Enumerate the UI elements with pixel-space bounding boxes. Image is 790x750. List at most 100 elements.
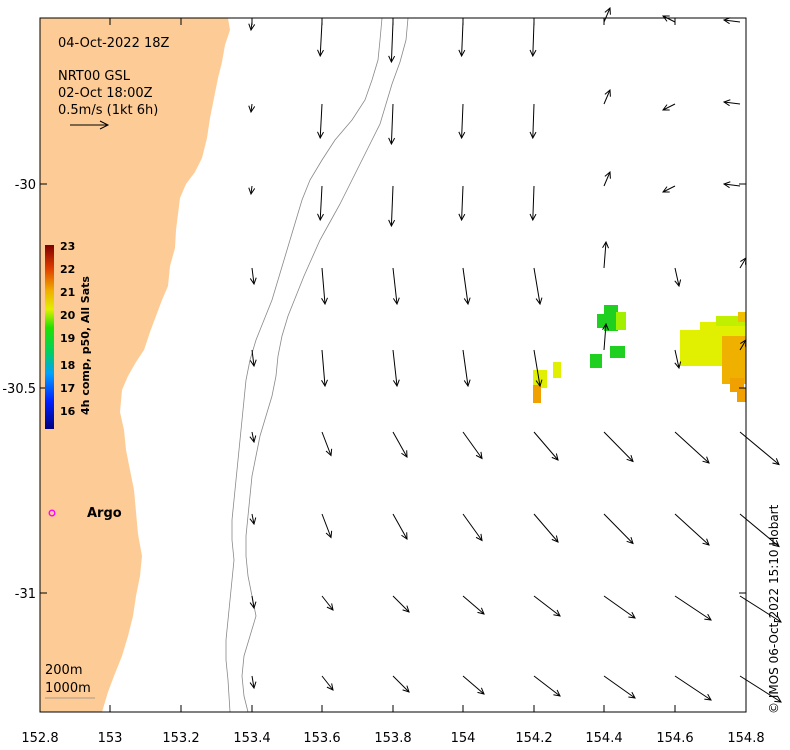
sst-patches: [533, 305, 746, 403]
current-arrow-head: [674, 279, 682, 288]
current-arrow-head: [249, 517, 257, 526]
y-axis-labels: -30 -30.5 -31: [2, 178, 36, 602]
contour-200m-label: 200m: [45, 663, 82, 678]
x-tick-label: 153.6: [303, 731, 340, 746]
current-arrow: [532, 185, 535, 221]
current-arrow: [533, 675, 561, 697]
current-arrow: [392, 349, 398, 387]
current-arrow: [251, 595, 255, 609]
colorbar-tick: 18: [60, 359, 75, 372]
current-arrow: [674, 595, 712, 621]
current-arrow: [390, 21, 394, 63]
current-arrow-head: [477, 687, 485, 695]
current-arrow-head: [551, 453, 559, 461]
current-arrow-head: [249, 359, 257, 368]
current-arrow-head: [463, 297, 471, 306]
current-arrow-head: [388, 219, 396, 228]
current-arrow-head: [477, 607, 485, 615]
current-arrow-head: [602, 240, 609, 249]
current-arrow: [321, 595, 334, 611]
current-arrow: [251, 349, 255, 367]
current-arrow-head: [529, 213, 537, 222]
current-arrow: [603, 595, 636, 619]
x-tick-label: 154.6: [656, 731, 693, 746]
current-arrow: [321, 349, 326, 387]
current-arrow-head: [402, 685, 410, 693]
current-arrow-head: [662, 104, 670, 111]
current-arrow-head: [325, 530, 333, 539]
current-arrow: [603, 171, 611, 187]
current-arrow: [662, 103, 676, 111]
contour-1000m-label: 1000m: [45, 681, 91, 696]
current-arrow-head: [626, 536, 634, 545]
current-arrow: [390, 103, 394, 145]
scale-arrow: [70, 120, 110, 130]
current-arrow: [674, 431, 710, 464]
current-arrow: [532, 21, 535, 57]
current-arrow: [251, 675, 255, 689]
contour-200m: [225, 17, 383, 713]
argo-float-marker[interactable]: [48, 509, 56, 517]
current-arrow: [321, 431, 332, 456]
current-arrow: [533, 431, 559, 461]
current-arrow: [674, 675, 712, 701]
current-arrow: [532, 103, 535, 139]
colorbar-tick: 20: [60, 309, 76, 322]
current-arrow-head: [326, 683, 334, 691]
current-arrow-head: [722, 99, 731, 107]
contour-1000m: [241, 17, 409, 713]
current-arrow-head: [535, 379, 543, 388]
current-arrow-head: [317, 213, 324, 222]
current-arrow: [319, 185, 323, 221]
y-tick-label: -31: [15, 587, 36, 602]
current-arrow-head: [249, 681, 257, 690]
current-arrow-head: [388, 55, 396, 64]
colorbar-tick: 21: [60, 286, 75, 299]
current-arrow-head: [249, 601, 257, 610]
colorbar-tick: 19: [60, 332, 75, 345]
argo-label: Argo: [87, 506, 122, 521]
current-arrow-head: [321, 379, 328, 388]
current-arrow: [603, 241, 607, 269]
current-arrow-head: [321, 297, 328, 306]
x-tick-label: 153.4: [233, 731, 270, 746]
current-arrow: [739, 675, 782, 703]
current-arrow-head: [704, 693, 712, 701]
axis-ticks: [39, 18, 747, 712]
colorbar-tick: 16: [60, 405, 76, 418]
current-arrow-head: [401, 532, 408, 540]
current-arrow-head: [662, 186, 670, 193]
credit-text: © IMOS 06-Oct-2022 15:10 Hobart: [767, 504, 781, 714]
x-axis-labels: 152.8 153 153.2 153.4 153.6 153.8 154 15…: [21, 731, 764, 746]
current-arrow: [462, 267, 469, 305]
current-arrow: [392, 595, 410, 613]
current-arrow: [251, 267, 255, 285]
current-arrow-head: [772, 540, 780, 548]
current-arrow-head: [553, 609, 561, 617]
current-arrow-head: [774, 695, 782, 703]
current-arrow: [603, 323, 607, 351]
current-arrow: [723, 101, 741, 105]
current-arrow-head: [626, 454, 634, 463]
current-arrow: [319, 21, 323, 57]
current-arrow: [392, 513, 408, 540]
current-arrow-head: [475, 451, 483, 460]
current-arrow-head: [458, 49, 466, 58]
current-arrow: [321, 513, 332, 538]
x-tick-label: 153.2: [162, 731, 199, 746]
current-arrow: [392, 675, 410, 693]
coastline-land: [40, 18, 230, 712]
current-arrow-head: [604, 88, 611, 97]
current-arrow-head: [772, 458, 780, 466]
current-arrow: [251, 431, 255, 443]
current-arrow-head: [722, 17, 731, 25]
colorbar-tick: 22: [60, 263, 75, 276]
current-arrow: [662, 185, 676, 193]
current-arrow-head: [317, 131, 324, 140]
source-line-2: 02-Oct 18:00Z: [58, 86, 153, 101]
current-arrow: [462, 675, 485, 695]
current-arrow: [461, 21, 464, 57]
current-arrow: [603, 431, 634, 462]
current-arrow: [392, 267, 398, 305]
